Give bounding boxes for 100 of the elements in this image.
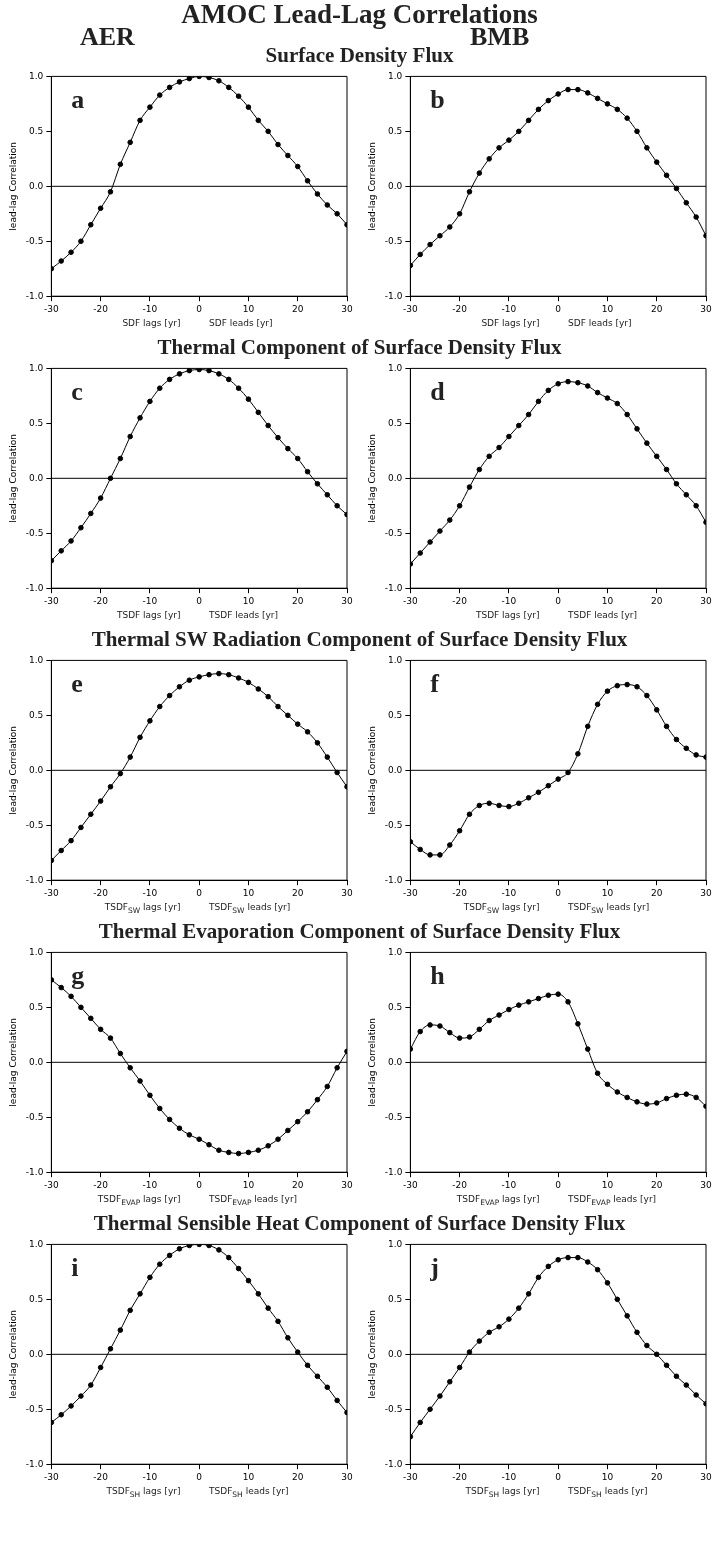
x-tick-label: -30 [44, 887, 59, 898]
x-tick-label: -30 [44, 595, 59, 606]
x-tick-label: 30 [700, 1179, 712, 1190]
y-tick-label: 1.0 [29, 946, 44, 957]
x-tick-label: 30 [700, 887, 712, 898]
y-tick-label: -1.0 [384, 290, 403, 301]
x-tick-label: -10 [501, 303, 517, 314]
x-tick-label: -20 [452, 303, 468, 314]
x-tick-label: -30 [403, 595, 418, 606]
x-tick-label: 20 [651, 303, 663, 314]
x-axis-title: TSDF$_{SH}$ lags [yr] TSDF$_{SH}$ leads [yr] [105, 1486, 290, 1501]
x-tick-label: -10 [501, 595, 517, 606]
y-tick-label: -0.5 [25, 1111, 44, 1122]
x-tick-label: -10 [142, 1471, 158, 1482]
y-tick-label: 1.0 [29, 362, 44, 373]
y-tick-label: -1.0 [25, 874, 44, 885]
x-tick-label: 30 [341, 595, 353, 606]
y-axis-title: lead-lag Correlation [7, 433, 18, 523]
y-tick-label: 0.5 [388, 1001, 403, 1012]
y-tick-label: -1.0 [25, 582, 44, 593]
x-tick-label: 0 [196, 887, 203, 898]
y-tick-label: -0.5 [25, 527, 44, 538]
x-tick-label: -20 [452, 1471, 468, 1482]
y-tick-label: 0.5 [388, 125, 403, 136]
x-tick-label: 30 [341, 303, 353, 314]
x-tick-label: 0 [196, 595, 203, 606]
y-tick-label: 0.0 [388, 1348, 403, 1359]
y-axis-title: lead-lag Correlation [7, 1309, 18, 1399]
y-tick-label: 0.5 [388, 1293, 403, 1304]
x-tick-label: 20 [651, 1471, 663, 1482]
x-tick-label: 30 [700, 303, 712, 314]
y-axis-title: lead-lag Correlation [366, 141, 377, 231]
x-axis-title: TSDF$_{SH}$ lags [yr] TSDF$_{SH}$ leads [yr] [464, 1486, 649, 1501]
x-tick-label: -20 [452, 595, 468, 606]
x-tick-label: 20 [651, 1179, 663, 1190]
x-tick-label: -20 [452, 887, 468, 898]
y-tick-label: 0.0 [29, 1348, 44, 1359]
x-tick-label: 0 [196, 303, 203, 314]
y-tick-label: 1.0 [29, 70, 44, 81]
x-tick-label: -20 [93, 595, 109, 606]
x-tick-label: -30 [403, 1179, 418, 1190]
x-tick-label: 20 [292, 303, 304, 314]
x-tick-label: 10 [601, 887, 614, 898]
annotation: c [71, 377, 83, 407]
x-tick-label: 10 [242, 1179, 255, 1190]
chart-subtitle: Surface Density Flux [265, 43, 454, 67]
y-axis-title: lead-lag Correlation [366, 725, 377, 815]
x-tick-label: -10 [142, 887, 158, 898]
x-tick-label: -10 [142, 595, 158, 606]
y-tick-label: 0.5 [29, 125, 44, 136]
x-tick-label: 10 [601, 1471, 614, 1482]
x-axis-title: TSDF$_{SW}$ lags [yr] TSDF$_{SW}$ leads [yr] [462, 902, 651, 917]
y-tick-label: -0.5 [384, 819, 403, 830]
x-tick-label: 20 [292, 1179, 304, 1190]
x-tick-label: -30 [403, 303, 418, 314]
annotation: g [71, 961, 85, 991]
y-tick-label: 0.0 [29, 472, 44, 483]
x-axis-title: TSDF lags [yr] TSDF leads [yr] [115, 610, 280, 622]
y-tick-label: 1.0 [388, 362, 403, 373]
chart-subtitle: Thermal Evaporation Component of Surface Density Flux [97, 918, 622, 944]
y-axis-title: lead-lag Correlation [366, 433, 377, 523]
y-tick-label: 0.5 [29, 1293, 44, 1304]
x-tick-label: 10 [242, 595, 255, 606]
y-tick-label: -1.0 [384, 1458, 403, 1469]
annotation: b [430, 85, 445, 115]
x-tick-label: 0 [196, 1471, 203, 1482]
annotation: a [71, 85, 85, 115]
x-tick-label: -10 [501, 1471, 517, 1482]
x-tick-label: -10 [501, 1179, 517, 1190]
chart-subtitle: Thermal Component of Surface Density Flux [156, 334, 563, 360]
x-tick-label: -20 [93, 1179, 109, 1190]
x-tick-label: 20 [651, 595, 663, 606]
y-axis-title: lead-lag Correlation [7, 725, 18, 815]
y-tick-label: 0.5 [388, 417, 403, 428]
x-tick-label: 10 [601, 595, 614, 606]
text: AER [80, 22, 135, 51]
x-tick-label: 30 [341, 1471, 353, 1482]
x-tick-label: -20 [452, 1179, 468, 1190]
x-tick-label: 10 [242, 303, 255, 314]
x-axis-title: SDF lags [yr] SDF leads [yr] [480, 318, 633, 330]
y-tick-label: 0.0 [29, 764, 44, 775]
y-tick-label: -0.5 [384, 1403, 403, 1414]
annotation: f [430, 669, 440, 699]
x-axis-title: TSDF$_{EVAP}$ lags [yr] TSDF$_{EVAP}$ leads [yr] [455, 1194, 658, 1209]
x-tick-label: 0 [555, 303, 562, 314]
annotation: e [71, 669, 83, 699]
y-tick-label: -1.0 [25, 1166, 44, 1177]
x-tick-label: -20 [93, 887, 109, 898]
y-tick-label: 0.0 [388, 1056, 403, 1067]
x-tick-label: 10 [242, 1471, 255, 1482]
x-tick-label: 20 [292, 1471, 304, 1482]
x-tick-label: -30 [403, 1471, 418, 1482]
chart-subtitle: Thermal SW Radiation Component of Surface Density Flux [90, 626, 629, 652]
y-tick-label: 1.0 [29, 1238, 44, 1249]
y-tick-label: 0.5 [388, 709, 403, 720]
x-tick-label: 30 [700, 595, 712, 606]
y-tick-label: -1.0 [25, 290, 44, 301]
x-axis-title: TSDF lags [yr] TSDF leads [yr] [474, 610, 639, 622]
x-tick-label: 10 [601, 303, 614, 314]
x-tick-label: -10 [501, 887, 517, 898]
